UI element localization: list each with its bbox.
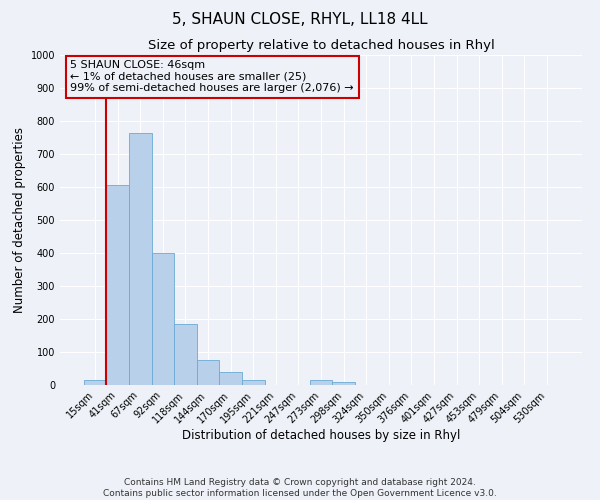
Bar [310, 380, 332, 385]
Bar [174, 324, 197, 385]
Y-axis label: Number of detached properties: Number of detached properties [13, 127, 26, 313]
Bar [220, 372, 242, 385]
Bar [129, 132, 152, 385]
Bar [332, 382, 355, 385]
Bar [106, 186, 129, 385]
Bar [84, 380, 106, 385]
X-axis label: Distribution of detached houses by size in Rhyl: Distribution of detached houses by size … [182, 429, 460, 442]
Bar [152, 253, 174, 385]
Title: Size of property relative to detached houses in Rhyl: Size of property relative to detached ho… [148, 40, 494, 52]
Bar [242, 380, 265, 385]
Text: 5, SHAUN CLOSE, RHYL, LL18 4LL: 5, SHAUN CLOSE, RHYL, LL18 4LL [172, 12, 428, 28]
Text: Contains HM Land Registry data © Crown copyright and database right 2024.
Contai: Contains HM Land Registry data © Crown c… [103, 478, 497, 498]
Text: 5 SHAUN CLOSE: 46sqm
← 1% of detached houses are smaller (25)
99% of semi-detach: 5 SHAUN CLOSE: 46sqm ← 1% of detached ho… [70, 60, 354, 93]
Bar [197, 360, 220, 385]
